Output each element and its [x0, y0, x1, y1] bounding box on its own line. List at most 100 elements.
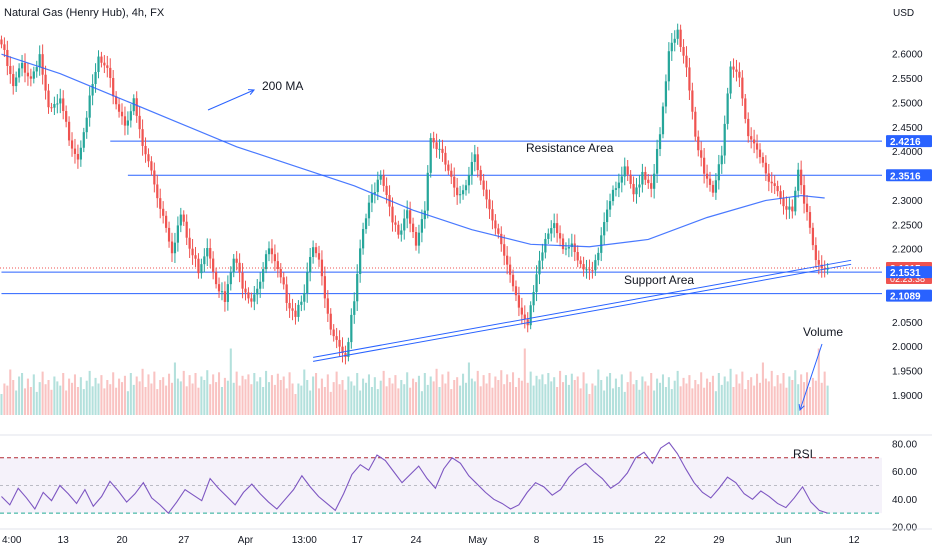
candle-body [744, 98, 747, 119]
candle-body [811, 227, 815, 246]
candle-body [532, 291, 535, 306]
candle-body [138, 115, 141, 130]
candle-body [529, 305, 532, 326]
rsi-pane[interactable]: RSI [0, 441, 882, 514]
candle-body [426, 172, 429, 211]
volume-bar [194, 373, 197, 415]
candle-body [470, 161, 473, 176]
candle-body [359, 248, 362, 274]
candle-body [29, 76, 32, 79]
volume-bar [206, 370, 209, 415]
volume-bar [294, 394, 297, 415]
volume-bar [350, 381, 353, 415]
volume-bar [541, 374, 544, 415]
volume-bar [597, 369, 600, 415]
volume-bar [635, 380, 638, 415]
annotation-arrowhead [247, 89, 256, 95]
candle-body [106, 65, 109, 68]
volume-bar [303, 369, 306, 415]
volume-bar [226, 380, 229, 415]
candle-body [232, 258, 235, 273]
candle-body [229, 272, 232, 285]
volume-bar [773, 386, 776, 415]
price-tag-box [886, 169, 932, 182]
candle-body [370, 193, 374, 203]
annotation-volume: Volume [803, 325, 843, 339]
price-tag-value: 2.1089 [890, 292, 921, 303]
rsi-axis[interactable]: 80.00 60.00 40.00 20.00 [892, 439, 917, 533]
volume-bar [0, 394, 3, 415]
candle-body [397, 224, 400, 235]
volume-bar [479, 386, 482, 415]
candle-body [735, 69, 738, 72]
volume-bar [744, 389, 747, 415]
candle-body [511, 274, 515, 287]
candle-body [820, 264, 823, 269]
candle-body [288, 302, 291, 309]
candle-body [456, 187, 459, 196]
volume-bar [723, 376, 726, 415]
volume-bar [218, 372, 221, 415]
volume-bar [512, 372, 515, 415]
candle-body [341, 346, 344, 354]
candle-body [758, 149, 762, 158]
candle-body [194, 255, 197, 259]
volume-bar [506, 374, 509, 415]
candle-body [614, 188, 618, 190]
candle-body [62, 98, 65, 112]
candle-body [585, 269, 588, 271]
price-tag-countdown: 02:23:38 [890, 274, 925, 284]
candle-body [26, 72, 30, 77]
volume-bar [138, 381, 141, 415]
candle-body [159, 198, 162, 209]
time-axis[interactable]: 4:00 13 20 27 Apr 13:00 17 24 May 8 15 22 29 Jun 12 [0, 528, 932, 546]
candle-body [556, 223, 559, 234]
volume-bar [535, 375, 538, 415]
candle-body [644, 171, 647, 180]
candle-body [409, 210, 412, 224]
volume-bar [120, 382, 124, 415]
volume-bar [706, 378, 709, 415]
price-axis[interactable]: USD 2.60002.55002.50002.45002.40002.3500… [886, 8, 932, 402]
volume-bar [632, 384, 635, 415]
candle-body [414, 231, 418, 246]
candle-body [808, 212, 812, 228]
rsi-tick-label: 20.00 [892, 523, 917, 534]
volume-bar [550, 381, 553, 415]
volume-bar [412, 378, 415, 415]
volume-bar [764, 378, 767, 415]
volume-bar [79, 377, 82, 415]
time-tick-label: 13 [58, 535, 70, 546]
price-tick-label: 2.3000 [892, 196, 923, 207]
volume-bar [591, 383, 594, 415]
volume-bar [362, 378, 365, 415]
volume-bar [814, 380, 817, 415]
volume-bar [517, 377, 520, 415]
candle-body [773, 183, 776, 186]
candle-body [485, 189, 488, 200]
price-tick-label: 2.0000 [892, 342, 923, 353]
volume-bar [356, 373, 359, 415]
price-tick-label: 2.0500 [892, 318, 923, 329]
candle-body [120, 111, 124, 117]
candle-body [417, 232, 421, 246]
candle-body [617, 182, 620, 189]
candle-body [385, 185, 388, 196]
volume-bar [606, 376, 609, 415]
candle-body [461, 190, 465, 195]
price-pane[interactable] [0, 23, 882, 415]
volume-bar [370, 387, 373, 415]
volume-bar [714, 391, 717, 415]
volume-bar [735, 374, 738, 415]
candle-body [770, 181, 773, 184]
volume-bar [132, 384, 135, 415]
candle-body [314, 247, 318, 254]
candle-body [676, 29, 679, 39]
candle-body [329, 313, 332, 330]
volume-bar [770, 370, 773, 415]
volume-bar [429, 376, 432, 415]
candle-body [694, 111, 697, 137]
volume-bar [232, 382, 235, 415]
volume-bar [215, 382, 218, 415]
